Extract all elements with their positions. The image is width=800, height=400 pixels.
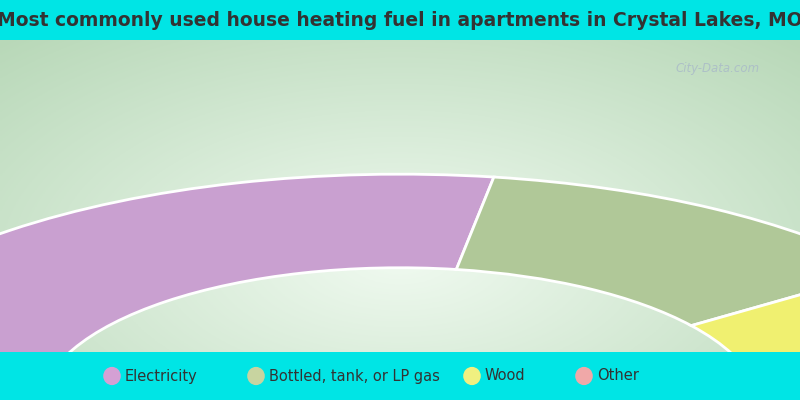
Ellipse shape bbox=[463, 367, 481, 385]
Text: Electricity: Electricity bbox=[125, 368, 198, 384]
Wedge shape bbox=[755, 372, 800, 400]
Ellipse shape bbox=[103, 367, 121, 385]
Text: Bottled, tank, or LP gas: Bottled, tank, or LP gas bbox=[269, 368, 440, 384]
Ellipse shape bbox=[247, 367, 265, 385]
Wedge shape bbox=[691, 271, 800, 386]
Ellipse shape bbox=[575, 367, 593, 385]
Text: Wood: Wood bbox=[485, 368, 526, 384]
Wedge shape bbox=[456, 177, 800, 326]
Text: Other: Other bbox=[597, 368, 638, 384]
Text: Most commonly used house heating fuel in apartments in Crystal Lakes, MO: Most commonly used house heating fuel in… bbox=[0, 10, 800, 30]
Wedge shape bbox=[0, 174, 494, 400]
Text: City-Data.com: City-Data.com bbox=[676, 62, 760, 75]
